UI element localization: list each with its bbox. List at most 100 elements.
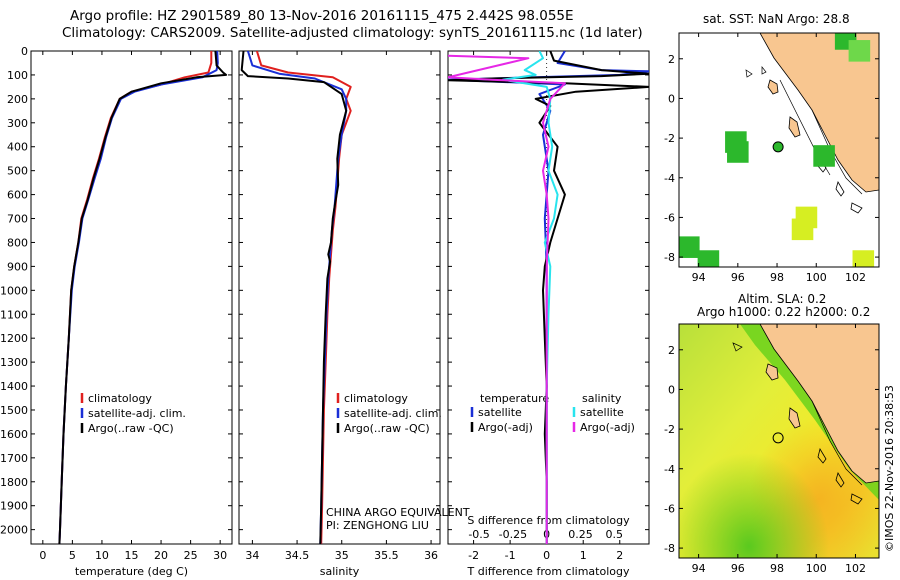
- depth-tick-label: 100: [7, 69, 28, 82]
- sla-lat-tick-label: -8: [664, 542, 675, 555]
- sla-map-frame: [678, 323, 880, 559]
- island-outline-sst-5: [850, 202, 863, 214]
- sst-lon-tick-label: 94: [692, 271, 706, 284]
- x-tick-label: 20: [154, 549, 168, 562]
- depth-tick-label: 400: [7, 141, 28, 154]
- depth-tick-label: 1400: [0, 380, 28, 393]
- sla-lat-tick-label: 0: [668, 383, 675, 396]
- sla-lat-tick-label: -2: [664, 423, 675, 436]
- island-outline-sla-2: [765, 363, 779, 381]
- s-diff-tick-label: 0.25: [568, 528, 593, 541]
- sla-map: [678, 323, 880, 559]
- x-tick-label: 34.5: [285, 549, 310, 562]
- x-tick-label: 34: [245, 549, 259, 562]
- series-line-satellite-adj-clim-: [58, 51, 219, 544]
- sla-lon-tick-label: 100: [806, 562, 827, 575]
- x-tick-label: -2: [468, 549, 479, 562]
- sal-plot-frame: [238, 50, 441, 545]
- diff-plot-frame: [447, 50, 650, 545]
- depth-tick-label: 700: [7, 213, 28, 226]
- x-tick-label: 36: [424, 549, 438, 562]
- depth-tick-label: 1600: [0, 428, 28, 441]
- sla-argo-position-marker: [772, 432, 784, 444]
- series-line-argo-raw-qc-: [58, 51, 228, 544]
- sst-lon-tick-label: 100: [806, 271, 827, 284]
- depth-tick-label: 1200: [0, 332, 28, 345]
- coast-contour-sla: [811, 400, 863, 486]
- sst-lon-tick-label: 102: [845, 271, 866, 284]
- series-line-t-argo-adj-: [448, 51, 649, 544]
- sla-lat-tick-label: 2: [668, 344, 675, 357]
- depth-tick-label: 500: [7, 165, 28, 178]
- sst-lat-tick-label: -2: [664, 132, 675, 145]
- sal-series-group: [240, 51, 352, 544]
- x-tick-label: 30: [213, 549, 227, 562]
- x-tick-label: 35: [335, 549, 349, 562]
- sst-argo-position-marker: [772, 141, 784, 153]
- island-outline-sla-3: [817, 447, 827, 464]
- series-line-satellite-adj-clim-: [246, 51, 348, 544]
- island-outline-sla-6: [732, 342, 743, 352]
- series-line-s-satellite: [501, 51, 559, 544]
- s-diff-tick-label: -0.25: [499, 528, 527, 541]
- x-tick-label: 35.5: [374, 549, 399, 562]
- x-tick-label: 0: [543, 549, 550, 562]
- sst-cell: [813, 145, 835, 167]
- legend-header-temperature: temperature: [480, 392, 549, 405]
- sst-map-title: sat. SST: NaN Argo: 28.8: [703, 12, 850, 26]
- depth-tick-label: 200: [7, 93, 28, 106]
- x-tick-label: 25: [184, 549, 198, 562]
- sst-lon-tick-label: 98: [770, 271, 784, 284]
- institution-label: CHINA ARGO EQUIVALENT: [326, 506, 470, 519]
- sst-cell: [848, 40, 871, 62]
- depth-tick-label: 1900: [0, 500, 28, 513]
- sst-cell: [852, 250, 875, 267]
- s-diff-tick-label: 0.5: [606, 528, 624, 541]
- x-tick-label: 0: [39, 549, 46, 562]
- sla-lat-tick-label: -6: [664, 502, 675, 515]
- island-outline-sst-1: [788, 116, 801, 138]
- sst-lat-tick-label: 2: [668, 53, 675, 66]
- island-outline-sst-4: [835, 181, 845, 197]
- diff-series-group: [448, 51, 649, 544]
- depth-tick-label: 1500: [0, 404, 28, 417]
- depth-tick-label: 2000: [0, 524, 28, 537]
- sla-map-title: Altim. SLA: 0.2: [738, 292, 827, 306]
- legend-label: satellite-adj. clim.: [344, 407, 442, 420]
- legend-label: climatology: [344, 392, 408, 405]
- series-line-climatology: [255, 51, 352, 544]
- legend-label: Argo(..raw -QC): [344, 422, 430, 435]
- sst-lat-tick-label: -4: [664, 172, 675, 185]
- sst-map: [678, 32, 880, 268]
- sst-cell: [679, 236, 700, 258]
- sst-cell: [727, 141, 749, 163]
- sst-lat-tick-label: -6: [664, 211, 675, 224]
- sumatra-land-sla: [759, 324, 879, 484]
- series-line-argo-raw-qc-: [240, 51, 348, 544]
- pi-label: PI: ZENGHONG LIU: [326, 519, 429, 532]
- x-tick-label: -1: [505, 549, 516, 562]
- series-line-s-argo-adj-: [448, 54, 566, 544]
- temp-xlabel: temperature (deg C): [75, 565, 188, 578]
- sal-xlabel: salinity: [320, 565, 360, 578]
- legend-label: satellite-adj. clim.: [88, 407, 186, 420]
- island-outline-sst-6: [761, 66, 767, 75]
- series-line-climatology: [58, 51, 213, 544]
- depth-tick-label: 1000: [0, 284, 28, 297]
- figure-title-line2: Climatology: CARS2009. Satellite-adjuste…: [62, 25, 643, 41]
- sla-map-subtitle: Argo h1000: 0.22 h2000: 0.2: [697, 305, 871, 319]
- sst-map-frame: [678, 32, 880, 268]
- island-outline-sst-2: [767, 79, 779, 95]
- x-tick-label: 5: [69, 549, 76, 562]
- temp-series-group: [58, 51, 228, 544]
- x-tick-label: 2: [616, 549, 623, 562]
- sla-lon-tick-label: 102: [845, 562, 866, 575]
- coast-contour-sst: [811, 109, 863, 195]
- sst-lat-tick-label: -8: [664, 251, 675, 264]
- sla-lat-tick-label: -4: [664, 463, 675, 476]
- legend-label: climatology: [88, 392, 152, 405]
- legend-header-salinity: salinity: [582, 392, 622, 405]
- depth-tick-label: 300: [7, 117, 28, 130]
- island-outline-sst-7: [745, 69, 753, 78]
- sst-lat-tick-label: 0: [668, 92, 675, 105]
